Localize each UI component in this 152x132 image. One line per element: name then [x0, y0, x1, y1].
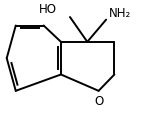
Text: O: O — [94, 95, 103, 108]
Text: HO: HO — [38, 3, 56, 16]
Text: NH₂: NH₂ — [109, 7, 131, 20]
